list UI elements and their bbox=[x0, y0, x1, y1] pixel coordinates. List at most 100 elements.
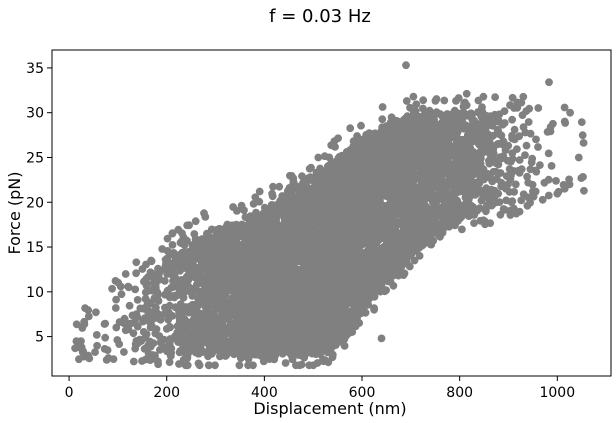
scatter-point bbox=[490, 194, 498, 202]
scatter-point bbox=[165, 301, 174, 310]
scatter-points bbox=[71, 61, 588, 370]
scatter-point bbox=[255, 336, 263, 344]
scatter-point bbox=[508, 115, 516, 124]
scatter-point bbox=[547, 162, 556, 170]
scatter-point bbox=[188, 269, 197, 278]
scatter-point bbox=[240, 239, 249, 248]
scatter-point bbox=[476, 148, 485, 156]
scatter-point bbox=[543, 127, 552, 136]
scatter-point bbox=[438, 148, 447, 157]
scatter-point bbox=[161, 290, 169, 299]
scatter-point bbox=[164, 267, 173, 276]
scatter-point bbox=[502, 172, 511, 181]
scatter-point bbox=[485, 118, 494, 126]
scatter-point bbox=[120, 314, 129, 323]
scatter-point bbox=[112, 323, 121, 332]
scatter-point bbox=[521, 151, 529, 160]
scatter-point bbox=[164, 315, 173, 324]
scatter-point bbox=[156, 315, 165, 324]
scatter-point bbox=[519, 123, 528, 131]
scatter-point bbox=[115, 340, 124, 348]
scatter-point bbox=[273, 228, 281, 237]
scatter-point bbox=[522, 141, 531, 150]
scatter-point bbox=[514, 166, 523, 175]
scatter-point bbox=[156, 338, 165, 347]
scatter-point bbox=[124, 325, 133, 334]
scatter-point bbox=[173, 322, 182, 331]
scatter-point bbox=[464, 111, 473, 120]
scatter-point bbox=[515, 156, 524, 164]
scatter-point bbox=[431, 191, 439, 200]
scatter-point bbox=[227, 221, 236, 230]
scatter-point bbox=[293, 223, 302, 232]
scatter-point bbox=[489, 149, 498, 158]
scatter-point bbox=[219, 336, 228, 344]
scatter-point bbox=[154, 290, 163, 299]
scatter-point bbox=[496, 169, 505, 177]
scatter-point bbox=[511, 180, 520, 189]
scatter-point bbox=[536, 161, 544, 170]
scatter-point bbox=[488, 177, 497, 186]
scatter-point bbox=[140, 314, 149, 323]
scatter-point bbox=[457, 147, 466, 156]
scatter-point bbox=[510, 125, 519, 134]
scatter-point bbox=[321, 200, 330, 209]
chart-title: f = 0.03 Hz bbox=[269, 6, 371, 27]
scatter-point bbox=[523, 172, 531, 181]
scatter-point bbox=[145, 286, 154, 295]
scatter-point bbox=[483, 148, 491, 156]
scatter-point bbox=[524, 118, 533, 126]
scatter-point bbox=[131, 285, 140, 294]
scatter-point bbox=[446, 179, 454, 187]
scatter-point bbox=[275, 276, 283, 285]
scatter-point bbox=[532, 135, 540, 144]
scatter-point bbox=[474, 128, 483, 137]
scatter-point bbox=[160, 277, 169, 285]
scatter-point bbox=[142, 330, 151, 338]
scatter-point bbox=[150, 274, 159, 283]
scatter-point bbox=[470, 116, 478, 125]
scatter-point bbox=[534, 143, 542, 151]
scatter-point bbox=[439, 225, 447, 234]
scatter-point bbox=[445, 222, 453, 231]
scatter-point bbox=[101, 333, 110, 342]
scatter-point bbox=[303, 307, 311, 316]
scatter-point bbox=[260, 216, 269, 225]
scatter-point bbox=[336, 233, 345, 241]
scatter-point bbox=[238, 220, 246, 229]
scatter-point bbox=[131, 344, 140, 353]
scatter-point bbox=[510, 135, 519, 144]
scatter-point bbox=[574, 153, 583, 162]
scatter-point bbox=[143, 280, 152, 288]
scatter-point bbox=[483, 137, 492, 146]
scatter-point bbox=[476, 160, 485, 168]
scatter-point bbox=[507, 157, 515, 166]
scatter-point bbox=[487, 185, 496, 194]
scatter-point bbox=[552, 177, 560, 185]
scatter-point bbox=[154, 264, 162, 273]
scatter-point bbox=[201, 278, 209, 287]
scatter-point bbox=[145, 307, 154, 316]
scatter-point bbox=[191, 263, 199, 271]
scatter-point bbox=[477, 138, 486, 147]
scatter-point bbox=[136, 304, 145, 313]
scatter-point bbox=[278, 335, 286, 344]
scatter-point bbox=[455, 201, 464, 210]
scatter-point bbox=[501, 146, 510, 155]
scatter-point bbox=[143, 301, 152, 310]
scatter-point bbox=[331, 224, 339, 233]
scatter-point bbox=[469, 148, 478, 157]
scatter-point bbox=[395, 146, 404, 155]
scatter-point bbox=[505, 165, 514, 173]
scatter-point bbox=[544, 149, 553, 158]
scatter-point bbox=[498, 120, 507, 129]
scatter-point bbox=[111, 304, 120, 312]
scatter-point bbox=[156, 346, 164, 354]
scatter-point bbox=[101, 319, 110, 328]
scatter-point bbox=[218, 237, 227, 246]
scatter-point bbox=[526, 129, 535, 138]
scatter-point bbox=[247, 288, 256, 296]
scatter-point bbox=[165, 322, 174, 331]
scatter-point bbox=[361, 218, 370, 227]
